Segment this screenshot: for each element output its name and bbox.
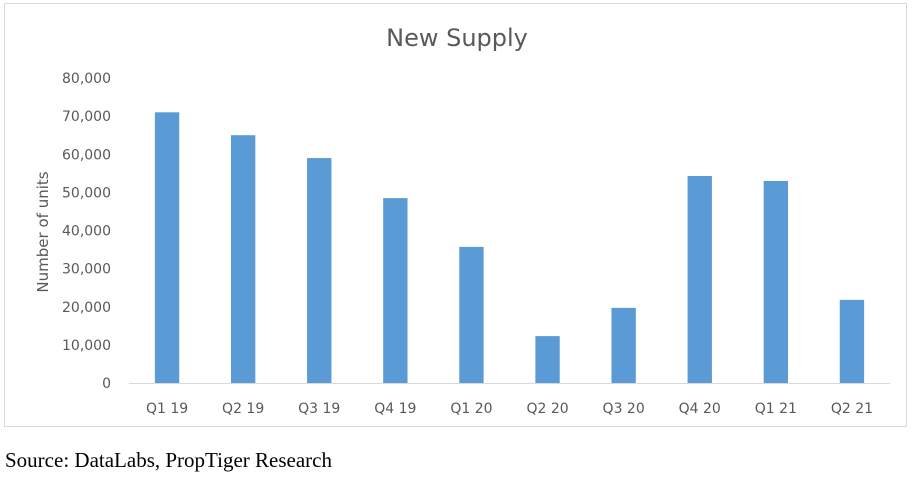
x-tick-label: Q1 19 bbox=[146, 401, 188, 417]
y-tick-label: 30,000 bbox=[62, 262, 111, 278]
y-tick-label: 0 bbox=[102, 376, 111, 392]
bar-q4-20 bbox=[687, 175, 712, 383]
bar-q1-21 bbox=[763, 180, 789, 383]
x-tick-label: Q2 21 bbox=[831, 401, 873, 417]
y-tick-label: 60,000 bbox=[62, 147, 111, 163]
x-tick-label: Q2 19 bbox=[222, 401, 264, 417]
y-tick-label: 70,000 bbox=[62, 109, 111, 125]
y-tick-label: 40,000 bbox=[62, 224, 111, 240]
y-axis-title: Number of units bbox=[34, 171, 52, 292]
x-tick-label: Q4 19 bbox=[374, 401, 416, 417]
x-axis-ticks: Q1 19 Q2 19 Q3 19 Q4 19 Q1 20 Q2 20 Q3 20 Q4 20… bbox=[146, 401, 873, 417]
chart-frame: New Supply Number of units 0 10,000 20,000… bbox=[4, 3, 907, 427]
bars bbox=[154, 112, 865, 383]
source-note: Source: DataLabs, PropTiger Research bbox=[5, 448, 332, 472]
x-tick-label: Q3 20 bbox=[603, 401, 645, 417]
x-tick-label: Q2 20 bbox=[526, 401, 568, 417]
y-axis-ticks: 0 10,000 20,000 30,000 40,000 50,000 60,000 70,… bbox=[62, 71, 111, 392]
bar-q3-20 bbox=[611, 307, 636, 383]
bar-q4-19 bbox=[383, 198, 408, 383]
bar-q1-19 bbox=[154, 112, 180, 383]
y-tick-label: 10,000 bbox=[62, 338, 111, 354]
new-supply-bar-chart: New Supply Number of units 0 10,000 20,000… bbox=[34, 24, 890, 417]
bar-q2-21 bbox=[839, 299, 865, 383]
y-tick-label: 20,000 bbox=[62, 300, 111, 316]
x-tick-label: Q4 20 bbox=[679, 401, 721, 417]
bar-q1-20 bbox=[459, 246, 484, 383]
x-tick-label: Q1 20 bbox=[450, 401, 492, 417]
bar-q2-19 bbox=[230, 135, 256, 383]
x-tick-label: Q1 21 bbox=[755, 401, 797, 417]
bar-q2-20 bbox=[535, 336, 560, 383]
chart-title: New Supply bbox=[386, 24, 528, 52]
y-tick-label: 80,000 bbox=[62, 71, 111, 87]
y-tick-label: 50,000 bbox=[62, 185, 111, 201]
x-tick-label: Q3 19 bbox=[298, 401, 340, 417]
bar-q3-19 bbox=[307, 158, 332, 383]
